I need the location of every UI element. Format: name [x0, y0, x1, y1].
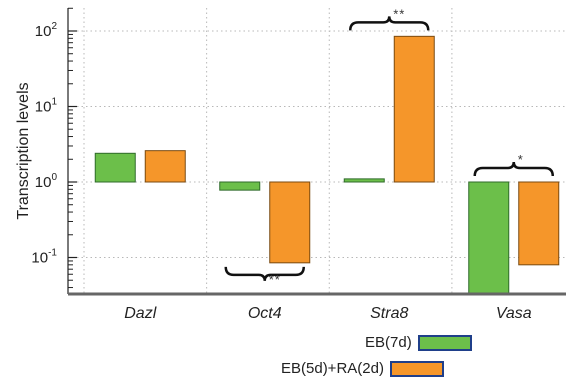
significance-brace — [224, 266, 305, 281]
bar — [468, 181, 510, 295]
legend-swatch — [389, 360, 444, 377]
significance-brace — [349, 16, 430, 31]
bar — [393, 35, 435, 183]
significance-label: ** — [269, 272, 281, 287]
significance-brace — [473, 161, 554, 177]
bar — [343, 178, 385, 183]
x-tick-label: Stra8 — [370, 305, 408, 322]
x-tick-labels: Dazl Oct4 Stra8 Vasa — [124, 305, 532, 322]
legend-label: EB(5d)+RA(2d) — [281, 360, 384, 377]
x-tick-label: Oct4 — [248, 305, 282, 322]
significance-label: * — [518, 152, 524, 167]
bar — [219, 181, 261, 191]
y-tick-label: 100 — [35, 172, 58, 191]
bar — [269, 181, 311, 264]
bar — [518, 181, 560, 266]
bar — [144, 150, 186, 183]
x-tick-label: Dazl — [124, 305, 156, 322]
x-tick-label: Vasa — [496, 305, 532, 322]
legend-item-eb5d-ra2d: EB(5d)+RA(2d) — [281, 360, 444, 377]
legend-swatch — [417, 334, 472, 351]
y-tick-label: 102 — [35, 21, 58, 40]
axes — [67, 7, 566, 296]
y-axis-label: Transcription levels — [15, 82, 32, 219]
y-tick-labels: 10-1 100 101 102 — [31, 21, 57, 267]
bars — [94, 35, 560, 295]
significance-label: ** — [393, 6, 405, 21]
y-tick-label: 10-1 — [31, 248, 57, 267]
legend-label: EB(7d) — [365, 334, 412, 351]
legend-item-eb7d: EB(7d) — [365, 334, 472, 351]
bar — [94, 152, 136, 183]
y-tick-label: 101 — [35, 97, 58, 116]
